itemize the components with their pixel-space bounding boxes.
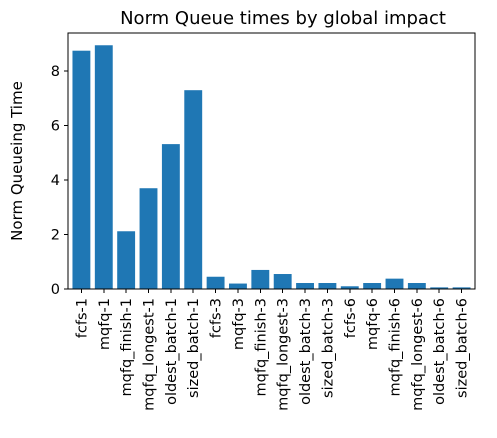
- x-tick-label-mqfq_longest-1: mqfq_longest-1: [142, 298, 158, 411]
- bar-mqfq-6: [363, 283, 382, 289]
- bar-fcfs-1: [72, 50, 91, 290]
- y-tick-label-8: 8: [51, 64, 60, 80]
- bar-sized_batch-1: [184, 90, 203, 289]
- x-tick-label-mqfq-3: mqfq-3: [231, 298, 247, 350]
- bar-fcfs-6: [340, 286, 359, 289]
- x-tick-label-fcfs-3: fcfs-3: [209, 298, 225, 338]
- y-axis-label: Norm Queueing Time: [8, 81, 26, 241]
- x-tick-label-sized_batch-1: sized_batch-1: [186, 298, 202, 398]
- bar-mqfq_finish-1: [117, 231, 136, 289]
- bar-mqfq_finish-3: [251, 269, 270, 289]
- x-tick-label-mqfq-6: mqfq-6: [365, 298, 381, 350]
- x-tick-label-mqfq_longest-3: mqfq_longest-3: [276, 298, 292, 411]
- x-tick-label-mqfq_finish-3: mqfq_finish-3: [253, 298, 269, 396]
- x-tick-label-oldest_batch-3: oldest_batch-3: [298, 298, 314, 405]
- x-tick-label-sized_batch-3: sized_batch-3: [320, 298, 336, 398]
- bars-group: [72, 45, 471, 290]
- x-tick-label-oldest_batch-6: oldest_batch-6: [432, 298, 448, 405]
- y-tick-label-4: 4: [51, 173, 60, 189]
- bar-sized_batch-3: [318, 283, 337, 289]
- x-tick-label-mqfq-1: mqfq-1: [97, 298, 113, 350]
- bar-mqfq_longest-3: [273, 274, 292, 289]
- bar-fcfs-3: [206, 276, 225, 289]
- bar-oldest_batch-1: [161, 144, 180, 289]
- y-tick-label-6: 6: [51, 119, 60, 135]
- x-tick-label-oldest_batch-1: oldest_batch-1: [164, 298, 180, 405]
- bar-mqfq_longest-6: [407, 283, 426, 289]
- plot-frame: [67, 32, 476, 290]
- x-tick-label-mqfq_finish-1: mqfq_finish-1: [119, 298, 135, 396]
- bar-mqfq-1: [94, 45, 113, 290]
- x-tick-label-mqfq_longest-6: mqfq_longest-6: [410, 298, 426, 411]
- bar-oldest_batch-6: [430, 287, 449, 289]
- x-tick-label-fcfs-1: fcfs-1: [74, 298, 90, 338]
- chart-title: Norm Queue times by global impact: [120, 8, 446, 29]
- x-tick-label-mqfq_finish-6: mqfq_finish-6: [387, 298, 403, 396]
- bar-mqfq_finish-6: [385, 278, 404, 289]
- bar-mqfq-3: [229, 283, 247, 289]
- x-axis-ticks: fcfs-1 mqfq-1 mqfq_finish-1 mqfq_longest-1 o…: [74, 289, 471, 411]
- x-tick-label-sized_batch-6: sized_batch-6: [455, 298, 471, 398]
- y-axis-ticks: 0 2 4 6 8: [51, 64, 68, 298]
- bar-sized_batch-6: [452, 287, 471, 289]
- bar-mqfq_longest-1: [139, 188, 158, 289]
- y-tick-label-2: 2: [51, 228, 60, 244]
- x-tick-label-fcfs-6: fcfs-6: [343, 298, 359, 338]
- bar-oldest_batch-3: [296, 283, 314, 289]
- y-tick-label-0: 0: [51, 282, 60, 298]
